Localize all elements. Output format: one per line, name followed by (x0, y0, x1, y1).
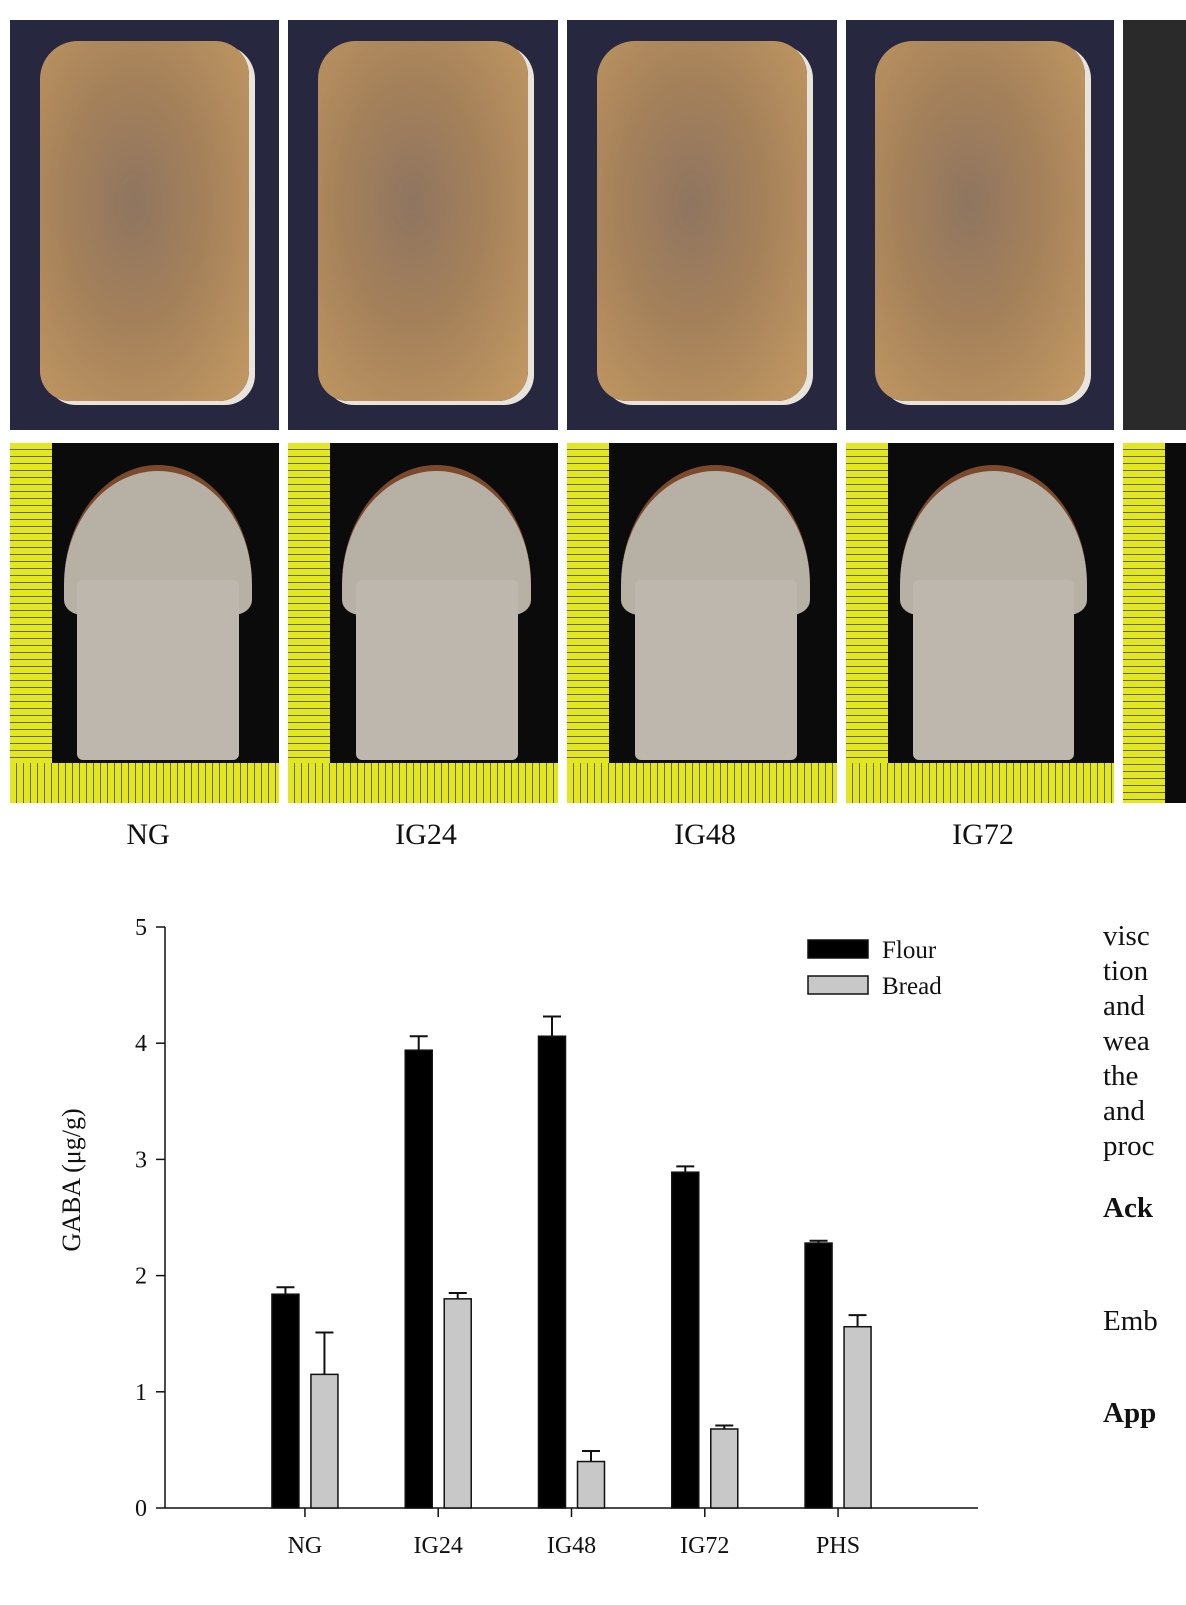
bar-flour-ig24 (404, 1049, 433, 1509)
loaf-photo-ig48 (567, 20, 837, 430)
bar-flour-ig72 (671, 1171, 700, 1509)
photo-label-ig72: IG72 (952, 818, 1014, 851)
legend-label-bread: Bread (882, 973, 942, 1000)
x-tick-label: IG72 (680, 1533, 729, 1559)
x-tick-label: NG (288, 1533, 323, 1559)
y-tick-label: 4 (135, 1031, 147, 1057)
side-text-line-1: visc (1103, 920, 1150, 952)
slice-photo-ig48 (567, 443, 837, 803)
side-text-line-6: and (1103, 1095, 1145, 1127)
x-tick-label: IG48 (547, 1533, 596, 1559)
bar-flour-ig48 (537, 1035, 567, 1509)
chart-legend: Flour Bread (807, 937, 942, 1000)
y-tick-label: 5 (135, 915, 147, 941)
side-text-line-5: the (1103, 1060, 1139, 1092)
slice-photo-ig72 (846, 443, 1114, 803)
bar-flour-ng (271, 1293, 300, 1509)
bar-bread-ng (310, 1373, 339, 1509)
bar-bread-ig48 (576, 1460, 606, 1509)
legend-swatch-flour (807, 939, 869, 959)
side-heading-appendix: App (1103, 1397, 1157, 1429)
bar-bread-ig24 (443, 1298, 472, 1509)
slice-photo-ng (10, 443, 279, 803)
bread-photo-figure: NG IG24 IG48 IG72 (10, 20, 1186, 851)
bar-flour-phs (804, 1242, 833, 1509)
y-tick-label: 2 (135, 1264, 147, 1290)
loaf-photo-ig24 (288, 20, 558, 430)
x-tick-label: IG24 (414, 1533, 463, 1559)
bar-bread-phs (843, 1325, 872, 1509)
side-text-line-4: wea (1103, 1025, 1150, 1057)
photo-label-ig24: IG24 (395, 818, 457, 851)
loaf-photo-ng (10, 20, 279, 430)
slice-photo-ig24 (288, 443, 558, 803)
y-axis-label: GABA (μg/g) (57, 1108, 86, 1251)
y-tick-label: 3 (135, 1147, 147, 1173)
chart-axes: 0 1 2 3 4 5 NG IG24 IG48 IG72 PHS (135, 915, 978, 1559)
photo-label-ng: NG (126, 818, 170, 851)
chart-bars (271, 1015, 872, 1509)
loaf-photo-ig72 (846, 20, 1114, 430)
side-text-line-2: tion (1103, 955, 1149, 987)
gaba-bar-chart: 0 1 2 3 4 5 NG IG24 IG48 IG72 PHS Flour Bread GABA … (57, 915, 978, 1559)
legend-label-flour: Flour (882, 937, 937, 964)
slice-photo-phs-cropped (1123, 443, 1186, 803)
side-text-line-7: proc (1103, 1130, 1155, 1162)
photo-label-ig48: IG48 (674, 818, 736, 851)
loaf-photo-phs-cropped (1123, 20, 1186, 430)
side-text-emb: Emb (1103, 1305, 1158, 1337)
x-tick-label: PHS (816, 1533, 860, 1559)
legend-swatch-bread (807, 975, 869, 995)
y-tick-label: 1 (135, 1380, 147, 1406)
side-text-line-3: and (1103, 990, 1145, 1022)
y-tick-label: 0 (135, 1496, 147, 1522)
side-heading-acknowledgements: Ack (1103, 1192, 1153, 1224)
bar-bread-ig72 (710, 1428, 739, 1509)
